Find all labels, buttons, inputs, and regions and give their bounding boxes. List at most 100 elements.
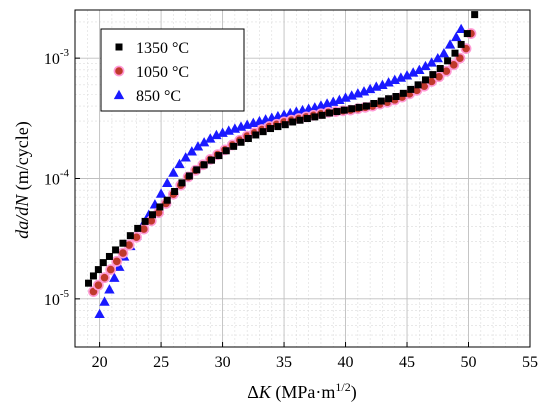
data-point bbox=[89, 272, 97, 280]
data-point bbox=[259, 128, 267, 136]
x-tick-label: 30 bbox=[215, 354, 231, 371]
data-point bbox=[267, 125, 275, 133]
data-point bbox=[99, 296, 110, 306]
data-point bbox=[326, 109, 334, 117]
data-point bbox=[156, 203, 164, 211]
y-axis-title: da/dN (m/cycle) bbox=[12, 121, 33, 238]
legend-box bbox=[100, 28, 245, 112]
y-tick-label: 10-4 bbox=[44, 168, 70, 189]
legend-label: 1350 °C bbox=[136, 40, 189, 57]
data-point bbox=[407, 67, 419, 77]
data-point bbox=[174, 158, 185, 169]
legend-label: 850 °C bbox=[136, 88, 181, 105]
x-tick-label: 50 bbox=[461, 354, 477, 371]
data-point bbox=[281, 121, 289, 129]
y-axis: 10-5 10-4 10-3 bbox=[44, 47, 80, 309]
data-point bbox=[448, 59, 460, 71]
legend: 1350 °C 1050 °C 850 °C bbox=[100, 28, 245, 112]
data-point bbox=[303, 115, 311, 123]
data-point bbox=[162, 177, 173, 188]
data-point bbox=[426, 57, 437, 67]
data-point bbox=[420, 60, 431, 71]
data-point bbox=[155, 188, 167, 198]
legend-marker bbox=[115, 43, 123, 51]
data-point bbox=[200, 161, 208, 169]
data-point bbox=[340, 106, 348, 114]
data-point bbox=[105, 252, 113, 260]
data-point bbox=[193, 166, 201, 174]
data-point bbox=[85, 279, 93, 287]
x-tick-label: 35 bbox=[276, 354, 292, 371]
data-point bbox=[126, 232, 134, 240]
data-point bbox=[208, 156, 215, 164]
data-point bbox=[451, 31, 462, 42]
data-point bbox=[117, 247, 129, 259]
series-layer bbox=[85, 11, 479, 319]
data-point bbox=[109, 272, 120, 282]
data-point bbox=[370, 99, 378, 107]
data-point bbox=[186, 146, 198, 156]
data-point bbox=[180, 152, 191, 162]
data-point bbox=[451, 49, 459, 57]
data-point bbox=[362, 102, 370, 110]
data-point bbox=[198, 137, 210, 147]
legend-entry: 850 °C bbox=[113, 88, 181, 105]
legend-entry: 1350 °C bbox=[115, 40, 189, 57]
data-point bbox=[383, 77, 394, 87]
data-point bbox=[358, 86, 370, 96]
x-tick-label: 55 bbox=[522, 354, 538, 371]
data-point bbox=[112, 246, 120, 254]
data-point bbox=[333, 108, 341, 116]
data-point bbox=[192, 141, 204, 151]
data-point bbox=[163, 196, 171, 204]
data-point bbox=[94, 266, 102, 274]
data-point bbox=[429, 71, 437, 79]
data-point bbox=[178, 179, 186, 187]
data-point bbox=[318, 111, 326, 119]
data-point bbox=[134, 224, 142, 232]
data-point bbox=[385, 95, 393, 103]
data-point bbox=[355, 103, 363, 111]
data-point bbox=[311, 113, 319, 121]
data-point bbox=[111, 255, 123, 267]
data-point bbox=[414, 81, 422, 89]
data-point bbox=[399, 89, 407, 97]
x-tick-label: 45 bbox=[399, 354, 415, 371]
y-tick-label: 10-5 bbox=[44, 288, 70, 309]
data-point bbox=[105, 264, 117, 276]
legend-marker bbox=[113, 65, 125, 77]
data-point bbox=[99, 259, 107, 267]
data-point bbox=[168, 167, 179, 177]
data-point bbox=[377, 97, 385, 105]
data-point bbox=[289, 118, 297, 126]
data-point bbox=[401, 70, 413, 80]
data-point bbox=[185, 172, 193, 180]
data-point bbox=[114, 261, 125, 271]
data-point bbox=[414, 64, 425, 74]
data-point bbox=[222, 147, 230, 155]
x-axis: 20 25 30 35 40 45 50 55 bbox=[92, 342, 538, 371]
data-point bbox=[455, 23, 467, 34]
data-point bbox=[438, 47, 450, 58]
data-point bbox=[171, 187, 179, 195]
series-square bbox=[85, 11, 479, 287]
data-point bbox=[205, 133, 216, 143]
data-point bbox=[244, 134, 252, 142]
data-point bbox=[444, 57, 452, 65]
data-point bbox=[432, 52, 443, 63]
data-point bbox=[104, 284, 115, 294]
data-point bbox=[436, 65, 444, 73]
data-point bbox=[471, 11, 479, 19]
data-point bbox=[252, 131, 260, 139]
legend-marker bbox=[113, 89, 125, 100]
data-point bbox=[296, 116, 304, 124]
data-point bbox=[463, 30, 471, 38]
data-point bbox=[377, 79, 388, 90]
data-point bbox=[119, 239, 127, 247]
data-point bbox=[237, 138, 245, 146]
data-point bbox=[141, 217, 149, 225]
data-point bbox=[274, 123, 282, 131]
legend-entry: 1050 °C bbox=[113, 64, 189, 81]
data-point bbox=[92, 279, 104, 291]
